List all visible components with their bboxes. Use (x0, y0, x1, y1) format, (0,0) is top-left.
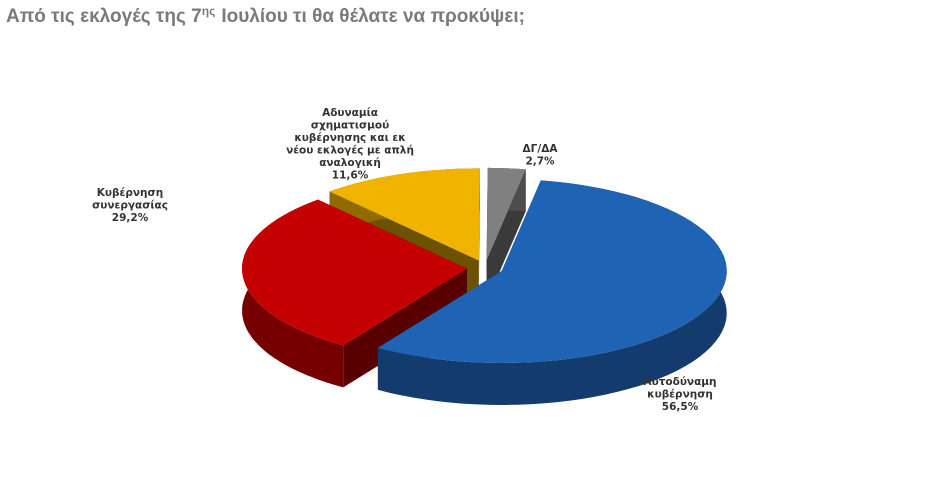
label-line: Αυτοδύναμη (643, 376, 716, 388)
slice (377, 180, 727, 405)
slice-wall (343, 268, 467, 388)
slice-top (486, 167, 526, 260)
label-line: Αδυναμία (322, 107, 378, 119)
value-label: 29,2% (112, 212, 149, 224)
label-line: κυβέρνηση (647, 389, 713, 401)
slice-top (377, 180, 727, 363)
value-label: 2,7% (525, 156, 555, 168)
slice-label: Αυτοδύναμη κυβέρνηση (643, 376, 716, 401)
label-line: ΔΓ/ΔΑ (523, 143, 559, 155)
label-line: σχηματισμού (311, 120, 389, 132)
slice-top (329, 168, 480, 261)
slice-label: Αδυναμία σχηματισμού κυβέρνησης και εκ νέου… (286, 107, 414, 169)
slice-label: ΔΓ/ΔΑ (523, 143, 559, 155)
title-text: Από τις εκλογές της 7 (6, 6, 202, 27)
label-line: αναλογική (319, 157, 381, 169)
slice (486, 167, 526, 302)
slice-label: Κυβέρνηση συνεργασίας (92, 187, 168, 212)
label-line: νέου εκλογές με απλή (286, 145, 414, 157)
label-line: κυβέρνησης και εκ (294, 132, 405, 144)
title-text: Ιουλίου τι θα θέλατε να προκύψει; (221, 6, 525, 27)
value-label: 11,6% (332, 170, 369, 182)
slice (242, 199, 467, 388)
value-label: 56,5% (662, 401, 699, 413)
label-line: Κυβέρνηση (97, 187, 163, 199)
slice-top (242, 199, 467, 346)
title-superscript: ης (202, 4, 216, 18)
chart-title: Από τις εκλογές της 7ης Ιουλίου τι θα θέλ… (6, 4, 525, 27)
label-line: συνεργασίας (92, 200, 168, 212)
